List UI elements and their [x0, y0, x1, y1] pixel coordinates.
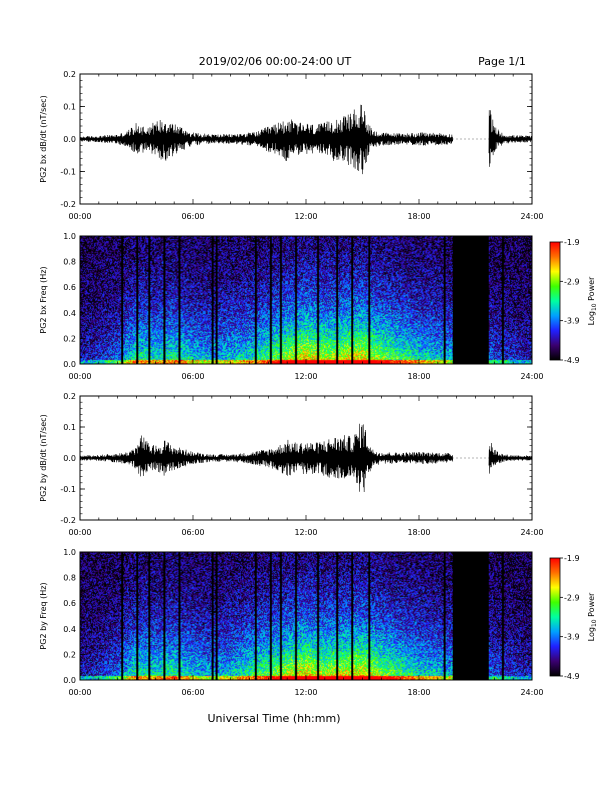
y-tick-label: 0.6 [63, 283, 76, 292]
y-tick-label: 0.0 [63, 454, 76, 463]
y-tick-label: 0.2 [63, 392, 76, 401]
bx-colorbar: -1.9 -2.9 -3.9 -4.9 Log10 Power [549, 238, 598, 365]
x-tick-label: 00:00 [68, 212, 91, 221]
x-tick-label: 12:00 [294, 688, 317, 697]
bx-colorbar-label: Log10 Power [587, 276, 598, 325]
colorbar-tick-label: -2.9 [564, 277, 580, 286]
colorbar-tick-label: -2.9 [564, 593, 580, 602]
dbdt-trace-line [79, 104, 533, 175]
y-tick-label: 0.6 [63, 599, 76, 608]
y-tick-label: -0.2 [60, 516, 76, 525]
by-spectrogram-panel: 1.0 0.8 0.6 0.4 0.2 0.0 00:00 06:00 12:00 18:00 2… [39, 548, 544, 697]
by-colorbar-label: Log10 Power [587, 592, 598, 641]
page-label: Page 1/1 [478, 55, 526, 68]
x-tick-label: 12:00 [294, 212, 317, 221]
y-tick-label: 0.1 [63, 423, 76, 432]
y-tick-label: 1.0 [63, 232, 76, 241]
dbdt-trace-line [79, 423, 533, 493]
by-colorbar: -1.9 -2.9 -3.9 -4.9 Log10 Power [549, 554, 598, 681]
bx-timeseries-ylabel: PG2 bx dB/dt (nT/sec) [39, 95, 48, 182]
y-tick-label: -0.1 [60, 168, 76, 177]
y-tick-label: 0.2 [63, 70, 76, 79]
by-colorbar-gradient [549, 557, 561, 677]
x-tick-label: 00:00 [68, 372, 91, 381]
y-tick-label: 0.4 [63, 625, 76, 634]
y-tick-label: -0.1 [60, 485, 76, 494]
y-tick-label: -0.2 [60, 200, 76, 209]
x-tick-label: 24:00 [520, 212, 543, 221]
x-tick-label: 06:00 [181, 212, 204, 221]
x-axis-title: Universal Time (hh:mm) [208, 712, 341, 725]
y-tick-label: 0.2 [63, 334, 76, 343]
x-tick-label: 24:00 [520, 528, 543, 537]
colorbar-tick-label: -3.9 [564, 317, 580, 326]
by-timeseries-panel: 0.2 0.1 0.0 -0.1 -0.2 00:00 06:00 12:00 18:00 24… [39, 392, 544, 537]
x-tick-label: 12:00 [294, 372, 317, 381]
x-tick-label: 06:00 [181, 528, 204, 537]
x-tick-label: 18:00 [407, 528, 430, 537]
by-spectrogram-ylabel: PG2 by Freq (Hz) [39, 582, 48, 649]
y-tick-label: 0.0 [63, 676, 76, 685]
colorbar-tick-label: -4.9 [564, 356, 580, 365]
colorbar-tick-label: -4.9 [564, 672, 580, 681]
bx-timeseries-panel: 0.2 0.1 0.0 -0.1 -0.2 00:00 06:00 12:00 18:00 24… [39, 70, 544, 221]
y-tick-label: 0.2 [63, 650, 76, 659]
colorbar-tick-label: -1.9 [564, 554, 580, 563]
y-tick-label: 0.8 [63, 574, 76, 583]
bx-spectrogram-panel: 1.0 0.8 0.6 0.4 0.2 0.0 00:00 06:00 12:00 18:00 2… [39, 232, 544, 381]
x-tick-label: 24:00 [520, 372, 543, 381]
x-tick-label: 00:00 [68, 688, 91, 697]
bx-colorbar-gradient [549, 241, 561, 361]
spectrogram-heatmap [80, 236, 532, 364]
spectrogram-heatmap [80, 552, 532, 680]
bx-spectrogram-ylabel: PG2 bx Freq (Hz) [39, 266, 48, 333]
y-tick-label: 0.0 [63, 135, 76, 144]
x-tick-label: 00:00 [68, 528, 91, 537]
y-tick-label: 0.1 [63, 103, 76, 112]
y-tick-label: 0.4 [63, 309, 76, 318]
x-tick-label: 06:00 [181, 372, 204, 381]
y-tick-label: 0.8 [63, 258, 76, 267]
x-tick-label: 24:00 [520, 688, 543, 697]
x-tick-label: 06:00 [181, 688, 204, 697]
colorbar-tick-label: -3.9 [564, 633, 580, 642]
by-timeseries-ylabel: PG2 by dB/dt (nT/sec) [39, 414, 48, 501]
x-tick-label: 18:00 [407, 372, 430, 381]
colorbar-tick-label: -1.9 [564, 238, 580, 247]
x-tick-label: 18:00 [407, 688, 430, 697]
x-tick-label: 12:00 [294, 528, 317, 537]
y-tick-label: 0.0 [63, 360, 76, 369]
date-title: 2019/02/06 00:00-24:00 UT [199, 55, 352, 68]
y-tick-label: 1.0 [63, 548, 76, 557]
x-tick-label: 18:00 [407, 212, 430, 221]
